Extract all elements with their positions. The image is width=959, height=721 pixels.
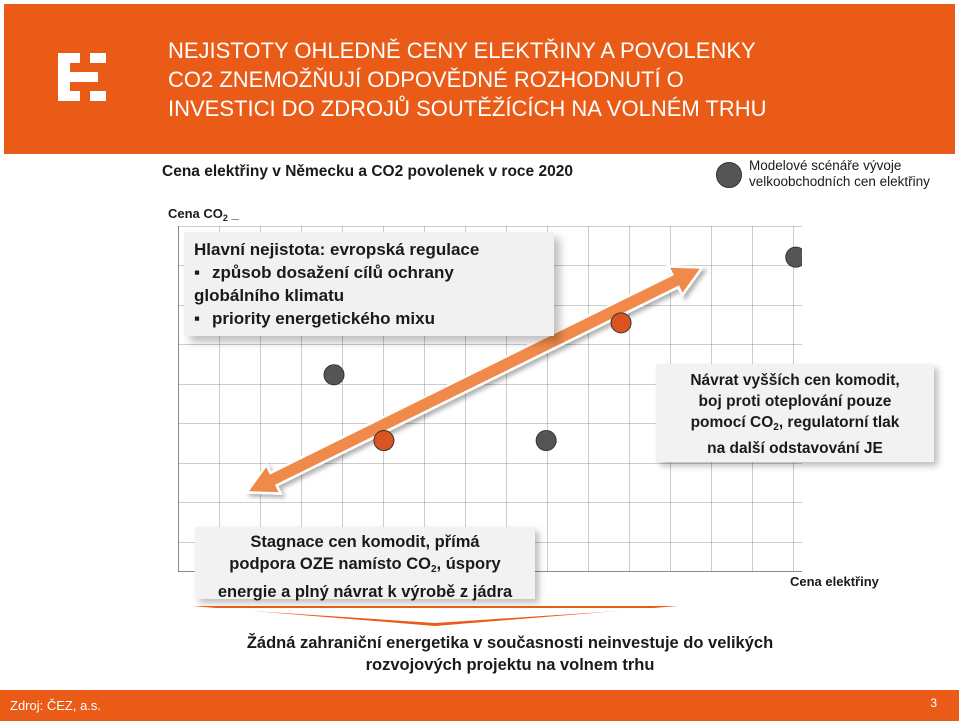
scenario-points: [323, 246, 802, 452]
scenario-point-2: [373, 430, 395, 452]
bullet-icon: ▪: [194, 309, 201, 328]
high-callout-line-4: na další odstavování JE: [707, 440, 883, 457]
uncertainty-item-1: ▪ způsob dosažení cílů ochrany: [194, 261, 544, 284]
low-callout-line-2-sub: 2: [430, 564, 437, 575]
chart-subtitle: Cena elektřiny v Německu a CO2 povolenek…: [162, 163, 573, 180]
low-callout-line-1: Stagnace cen komodit, přímá: [250, 533, 480, 551]
low-callout-line-2-post: , úspory: [436, 555, 501, 573]
low-price-scenario-callout: Stagnace cen komodit, přímá podpora OZE …: [195, 527, 535, 601]
scenario-point-5: [785, 246, 802, 268]
legend-marker: [716, 162, 742, 188]
high-callout-line-2: boj proti oteplování pouze: [698, 393, 892, 410]
y-axis-label-sub: 2: [222, 213, 228, 223]
cez-logo-icon: [54, 49, 110, 105]
uncertainty-item-2: ▪ priority energetického mixu: [194, 307, 544, 330]
range-arrow-shape: [244, 265, 705, 495]
page-number: 3: [930, 696, 937, 710]
source-note: Zdroj: ČEZ, a.s.: [10, 698, 102, 713]
high-callout-line-3-sub: 2: [773, 422, 779, 433]
low-callout-line-2: podpora OZE namísto CO2, úspory: [201, 553, 529, 581]
high-callout-line-3-pre: pomocí CO: [690, 414, 774, 431]
conclusion-line-1: Žádná zahraniční energetika v současnost…: [246, 634, 774, 652]
range-arrow: [244, 265, 705, 495]
uncertainty-item-1-line1: způsob dosažení cílů ochrany: [212, 263, 454, 282]
conclusion-line-2: rozvojových projektu na volnem trhu: [365, 656, 655, 674]
uncertainty-callout: Hlavní nejistota: evropská regulace ▪ způ…: [184, 232, 554, 336]
conclusion-text: Žádná zahraniční energetika v současnost…: [130, 632, 890, 676]
scenario-point-4: [610, 312, 632, 334]
title-line-1: NEJISTOTY OHLEDNĚ CENY ELEKTŘINY A POVOL…: [168, 38, 756, 63]
y-axis-label-main: Cena CO: [168, 206, 223, 221]
summary-brace: [192, 606, 678, 626]
x-axis-label: Cena elektřiny: [790, 574, 879, 589]
high-callout-line-1: Návrat vyšších cen komodit,: [690, 372, 900, 389]
low-callout-line-2-pre: podpora OZE namísto CO: [229, 555, 431, 573]
page-title: NEJISTOTY OHLEDNĚ CENY ELEKTŘINY A POVOL…: [168, 36, 938, 123]
bullet-icon: ▪: [194, 263, 201, 282]
uncertainty-heading: Hlavní nejistota: evropská regulace: [194, 240, 480, 259]
title-line-3: INVESTICI DO ZDROJŮ SOUTĚŽÍCÍCH NA VOLNÉ…: [168, 96, 767, 121]
footer-bar: Zdroj: ČEZ, a.s. 3: [0, 690, 959, 721]
y-axis-label: Cena CO2 _: [168, 206, 239, 223]
header-bar: NEJISTOTY OHLEDNĚ CENY ELEKTŘINY A POVOL…: [4, 4, 955, 154]
high-price-scenario-callout: Návrat vyšších cen komodit, boj proti ot…: [656, 364, 934, 462]
legend-text: Modelové scénáře vývoje velkoobchodních …: [749, 158, 930, 189]
uncertainty-item-2-text: priority energetického mixu: [212, 309, 435, 328]
scenario-point-1: [323, 364, 345, 386]
title-line-2: CO2 ZNEMOŽŇUJÍ ODPOVĚDNÉ ROZHODNUTÍ O: [168, 67, 684, 92]
low-callout-line-3: energie a plný návrat k výrobě z jádra: [217, 583, 513, 601]
uncertainty-item-1-line2: globálního klimatu: [194, 286, 345, 305]
high-callout-line-3-post: , regulatorní tlak: [778, 414, 900, 431]
scenario-point-3: [535, 430, 557, 452]
high-callout-line-3: pomocí CO2, regulatorní tlak: [662, 412, 928, 438]
